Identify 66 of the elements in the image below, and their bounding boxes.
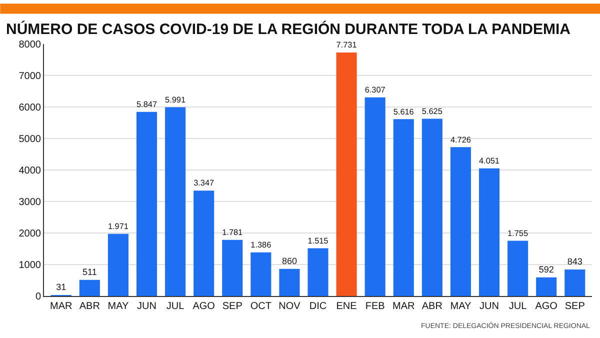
data-label: 592	[538, 264, 554, 274]
data-label: 1.515	[308, 236, 329, 246]
x-tick-label: DIC	[309, 301, 327, 312]
bar	[136, 112, 158, 296]
y-tick-label: 8000	[18, 40, 42, 50]
data-label: 843	[567, 256, 582, 266]
bar	[450, 147, 471, 296]
bar	[79, 280, 100, 296]
x-tick-label: JUN	[137, 301, 156, 312]
y-tick-label: 1000	[18, 260, 42, 271]
data-label: 6.307	[364, 86, 386, 95]
y-tick-label: 5000	[18, 134, 42, 145]
x-tick-label: FEB	[365, 301, 386, 312]
data-label: 5.625	[422, 106, 443, 116]
x-tick-label: JUN	[480, 301, 499, 312]
bar	[393, 119, 414, 296]
data-label: 1.971	[108, 222, 129, 232]
y-tick-label: 4000	[18, 166, 42, 176]
y-tick-label: 6000	[18, 102, 42, 114]
x-tick-label: JUL	[508, 301, 528, 312]
data-label: 3.347	[194, 178, 215, 188]
bar	[536, 277, 557, 296]
y-tick-label: 0	[35, 292, 42, 302]
data-label: 7.731	[336, 40, 358, 50]
bar	[194, 190, 214, 296]
bar	[108, 234, 128, 296]
bar	[564, 269, 586, 296]
x-tick-label: ABR	[79, 301, 100, 312]
y-tick-label: 2000	[18, 228, 42, 240]
data-label: 1.755	[508, 228, 528, 238]
bar	[508, 240, 528, 296]
x-tick-label: MAY	[450, 301, 472, 312]
data-label: 5.991	[165, 95, 186, 104]
x-tick-label: ENE	[336, 301, 358, 312]
x-tick-label: AGO	[535, 301, 558, 312]
data-label: 31	[56, 282, 66, 292]
data-label: 5.616	[393, 107, 414, 116]
bar	[165, 107, 186, 296]
data-label: 1.781	[222, 228, 244, 238]
x-tick-label: MAR	[392, 301, 415, 312]
data-label: 511	[82, 266, 97, 277]
x-tick-label: OCT	[250, 301, 272, 312]
bar	[279, 268, 300, 296]
chart-title: NÚMERO DE CASOS COVID-19 DE LA REGIÓN DURANTE TODA LA PANDEMIA	[6, 20, 571, 38]
data-label: 4.726	[450, 135, 472, 144]
y-tick-label: 3000	[18, 197, 42, 208]
x-tick-label: ABR	[422, 301, 442, 312]
bar	[478, 168, 500, 296]
data-label: 1.386	[250, 240, 272, 250]
bar	[336, 52, 357, 296]
data-label: 4.051	[478, 156, 500, 166]
x-tick-label: JUL	[166, 301, 185, 312]
bar	[364, 97, 386, 296]
x-tick-label: SEP	[564, 301, 586, 312]
x-tick-label: MAY	[108, 301, 129, 312]
x-tick-label: NOV	[278, 301, 301, 312]
x-tick-label: AGO	[192, 301, 216, 312]
bar	[222, 240, 243, 296]
bar	[250, 252, 272, 296]
data-label: 5.847	[136, 100, 158, 109]
data-label: 860	[282, 256, 297, 266]
y-tick-label: 7000	[18, 71, 42, 82]
bar	[308, 248, 328, 296]
x-tick-label: SEP	[222, 301, 243, 312]
bar	[422, 118, 442, 296]
x-tick-label: MAR	[50, 301, 72, 312]
